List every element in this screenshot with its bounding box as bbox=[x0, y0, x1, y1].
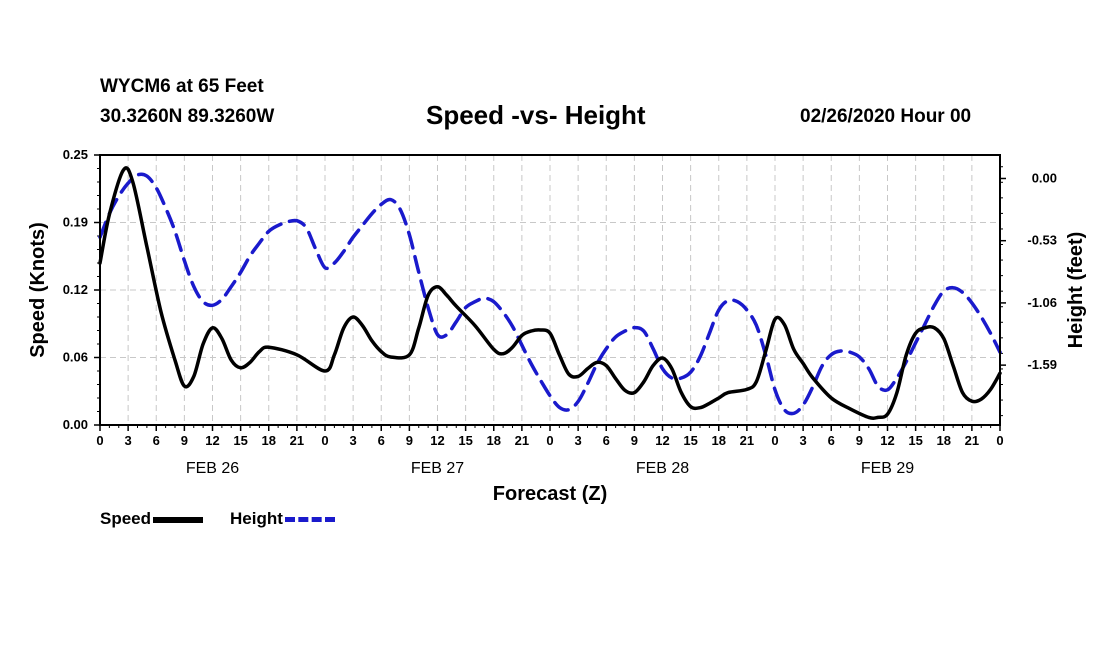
x-tick-label: 9 bbox=[631, 433, 638, 448]
legend-speed-swatch bbox=[153, 516, 204, 523]
chart-title: Speed -vs- Height bbox=[426, 100, 646, 130]
x-tick-label: 6 bbox=[603, 433, 610, 448]
x-tick-label: 6 bbox=[378, 433, 385, 448]
x-tick-label: 18 bbox=[487, 433, 501, 448]
speed-axis: 0.00 0.06 0.12 0.19 0.25 bbox=[63, 147, 100, 432]
x-tick-label: 15 bbox=[233, 433, 247, 448]
x-tick-label: 3 bbox=[125, 433, 132, 448]
speed-series-line bbox=[98, 166, 1002, 420]
x-tick-label: 12 bbox=[880, 433, 894, 448]
forecast-datetime: 02/26/2020 Hour 00 bbox=[800, 106, 972, 127]
x-tick-label: 21 bbox=[965, 433, 979, 448]
plot-frame bbox=[99, 154, 1001, 426]
x-tick-label: 0 bbox=[321, 433, 328, 448]
x-tick-label: 21 bbox=[290, 433, 304, 448]
date-label: FEB 28 bbox=[636, 460, 689, 477]
x-tick-label: 0 bbox=[996, 433, 1003, 448]
y-axis-title: Speed (Knots) bbox=[27, 222, 49, 358]
y2-tick-label: -0.53 bbox=[1027, 233, 1057, 248]
height-axis: 0.00 -0.53 -1.06 -1.59 bbox=[1000, 166, 1057, 417]
x-tick-label: 12 bbox=[205, 433, 219, 448]
y-tick-label: 0.19 bbox=[63, 215, 88, 230]
coordinates-label: 30.3260N 89.3260W bbox=[100, 106, 275, 127]
legend-height-label: Height bbox=[230, 509, 283, 528]
x-tick-label: 18 bbox=[262, 433, 276, 448]
x-tick-label: 3 bbox=[350, 433, 357, 448]
forecast-axis: 0 3 6 9 12 15 18 21 0 3 6 9 12 15 18 21 0 3 6 9 12 15 18 21 0 3 6 9… bbox=[96, 425, 1004, 477]
station-label: WYCM6 at 65 Feet bbox=[100, 76, 264, 97]
legend-speed: Speed bbox=[100, 509, 204, 529]
x-axis-title: Forecast (Z) bbox=[493, 483, 607, 505]
y2-tick-label: 0.00 bbox=[1032, 170, 1057, 185]
y2-tick-label: -1.59 bbox=[1027, 357, 1057, 372]
x-tick-label: 12 bbox=[430, 433, 444, 448]
x-tick-label: 0 bbox=[771, 433, 778, 448]
x-tick-label: 18 bbox=[937, 433, 951, 448]
y2-tick-label: -1.06 bbox=[1027, 295, 1057, 310]
grid-lines bbox=[100, 155, 1000, 425]
y-tick-label: 0.25 bbox=[63, 147, 88, 162]
date-label: FEB 29 bbox=[861, 460, 914, 477]
x-tick-label: 9 bbox=[856, 433, 863, 448]
y-tick-label: 0.06 bbox=[63, 350, 88, 365]
x-tick-label: 18 bbox=[712, 433, 726, 448]
x-tick-label: 15 bbox=[458, 433, 472, 448]
x-tick-label: 6 bbox=[828, 433, 835, 448]
y2-axis-title: Height (feet) bbox=[1065, 232, 1087, 349]
height-series-line bbox=[98, 172, 1002, 416]
x-tick-label: 12 bbox=[655, 433, 669, 448]
x-tick-label: 3 bbox=[575, 433, 582, 448]
x-tick-label: 21 bbox=[740, 433, 754, 448]
legend-height: Height bbox=[230, 509, 335, 529]
x-tick-label: 9 bbox=[406, 433, 413, 448]
x-tick-label: 21 bbox=[515, 433, 529, 448]
date-label: FEB 27 bbox=[411, 460, 464, 477]
legend-height-swatch bbox=[284, 517, 335, 523]
x-tick-label: 15 bbox=[908, 433, 922, 448]
y-tick-label: 0.12 bbox=[63, 282, 88, 297]
x-tick-label: 15 bbox=[683, 433, 697, 448]
x-tick-label: 9 bbox=[181, 433, 188, 448]
series-group bbox=[98, 166, 1002, 420]
x-tick-label: 3 bbox=[800, 433, 807, 448]
x-tick-label: 0 bbox=[96, 433, 103, 448]
date-label: FEB 26 bbox=[186, 460, 239, 477]
legend-speed-label: Speed bbox=[100, 509, 152, 528]
x-tick-label: 0 bbox=[546, 433, 553, 448]
y-tick-label: 0.00 bbox=[63, 417, 88, 432]
x-tick-label: 6 bbox=[153, 433, 160, 448]
